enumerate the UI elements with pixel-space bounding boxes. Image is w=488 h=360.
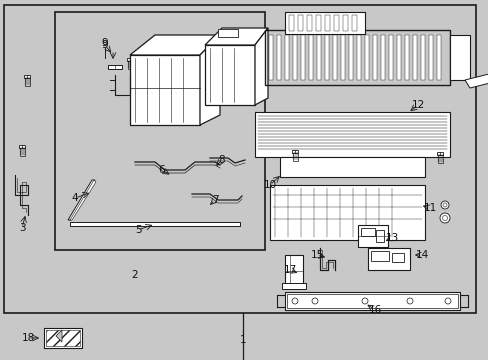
Text: 2: 2	[131, 270, 138, 280]
Bar	[357, 225, 387, 247]
Polygon shape	[130, 35, 220, 55]
Text: 13: 13	[385, 233, 398, 243]
Bar	[436, 35, 440, 80]
Bar	[218, 29, 238, 37]
Bar	[19, 145, 25, 148]
Bar	[316, 35, 320, 80]
Circle shape	[444, 298, 450, 304]
Polygon shape	[204, 45, 254, 105]
Text: 9: 9	[102, 38, 108, 48]
Bar	[436, 152, 442, 155]
Bar	[325, 35, 328, 80]
Bar	[288, 15, 293, 31]
Bar	[301, 35, 305, 80]
Bar	[24, 78, 29, 86]
Bar	[44, 328, 82, 348]
Bar	[333, 15, 338, 31]
Bar	[342, 15, 347, 31]
Bar	[315, 15, 320, 31]
Bar	[370, 251, 388, 261]
Polygon shape	[464, 70, 488, 88]
Text: 18: 18	[21, 333, 35, 343]
Bar	[351, 15, 356, 31]
Text: 3: 3	[19, 223, 25, 233]
Bar	[285, 292, 459, 310]
Bar	[412, 35, 416, 80]
Text: 6: 6	[159, 165, 165, 175]
Bar	[291, 150, 297, 153]
Bar	[4, 5, 475, 313]
Text: 10: 10	[263, 180, 276, 190]
Text: 12: 12	[410, 100, 424, 110]
Bar	[286, 294, 457, 308]
Text: 7: 7	[211, 195, 218, 205]
Circle shape	[361, 298, 367, 304]
Text: 4: 4	[72, 193, 78, 203]
Bar	[276, 35, 281, 80]
Bar	[396, 35, 400, 80]
Bar	[55, 12, 264, 250]
Bar	[449, 35, 469, 80]
Text: 8: 8	[218, 155, 225, 165]
Text: 17: 17	[283, 265, 296, 275]
Polygon shape	[68, 180, 95, 220]
Bar	[269, 185, 424, 240]
Text: 9: 9	[102, 40, 108, 50]
Circle shape	[291, 298, 297, 304]
Text: 5: 5	[134, 225, 141, 235]
Polygon shape	[130, 55, 200, 125]
Bar	[437, 155, 442, 163]
Bar	[297, 15, 303, 31]
Circle shape	[311, 298, 317, 304]
Bar	[388, 35, 392, 80]
Polygon shape	[70, 180, 96, 220]
Bar	[325, 15, 329, 31]
Polygon shape	[200, 35, 220, 125]
Text: 14: 14	[414, 250, 428, 260]
Bar	[360, 228, 374, 236]
Bar	[340, 35, 345, 80]
Bar	[292, 153, 297, 161]
Bar	[127, 61, 132, 69]
Bar	[356, 35, 360, 80]
Text: 16: 16	[367, 305, 381, 315]
Bar	[268, 35, 272, 80]
Bar	[391, 253, 403, 262]
Polygon shape	[56, 330, 62, 342]
Bar	[285, 35, 288, 80]
Bar	[285, 12, 364, 34]
Circle shape	[440, 201, 448, 209]
Bar	[108, 65, 122, 69]
Polygon shape	[254, 28, 267, 105]
Bar	[332, 35, 336, 80]
Bar	[428, 35, 432, 80]
Text: 11: 11	[423, 203, 436, 213]
Bar	[282, 283, 305, 289]
Bar	[372, 35, 376, 80]
Bar	[375, 230, 383, 242]
Bar	[420, 35, 424, 80]
Bar	[404, 35, 408, 80]
Polygon shape	[204, 28, 267, 45]
Bar	[24, 75, 30, 78]
Bar	[364, 35, 368, 80]
Bar	[308, 35, 312, 80]
Bar	[46, 330, 80, 346]
Bar	[306, 15, 311, 31]
Bar	[280, 157, 424, 177]
Polygon shape	[70, 222, 240, 226]
Bar	[367, 248, 409, 270]
Circle shape	[439, 213, 449, 223]
Bar	[380, 35, 384, 80]
Circle shape	[406, 298, 412, 304]
Bar	[20, 148, 24, 156]
Bar	[254, 112, 449, 157]
Bar	[292, 35, 296, 80]
Text: 15: 15	[310, 250, 323, 260]
Bar	[127, 58, 133, 61]
Bar	[264, 30, 449, 85]
Text: 1: 1	[239, 335, 246, 345]
Bar	[348, 35, 352, 80]
Bar	[285, 255, 303, 287]
